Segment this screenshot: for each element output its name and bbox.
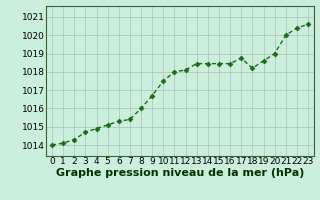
X-axis label: Graphe pression niveau de la mer (hPa): Graphe pression niveau de la mer (hPa) — [56, 168, 304, 178]
